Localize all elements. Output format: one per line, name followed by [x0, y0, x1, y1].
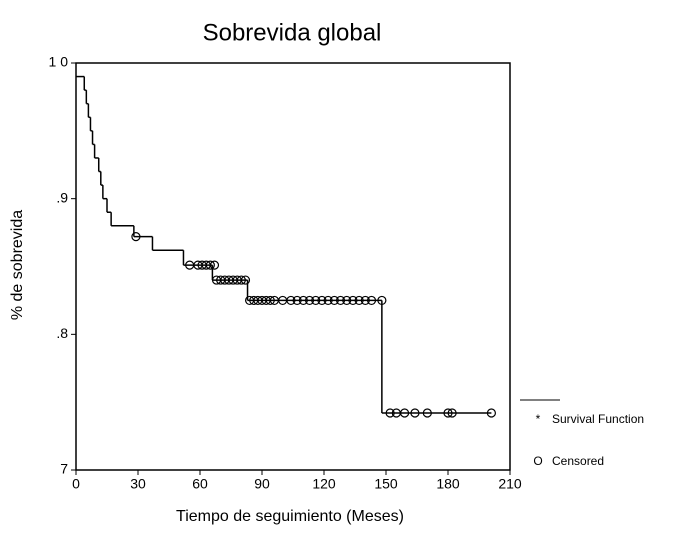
- censored-marker: [335, 295, 346, 306]
- legend-label: Censored: [552, 454, 604, 468]
- censored-marker: [377, 295, 387, 306]
- censored-marker: [209, 260, 220, 270]
- censored-marker: [447, 408, 457, 418]
- censored-marker: [385, 408, 395, 418]
- x-tick-label: 210: [498, 476, 522, 492]
- censored-marker: [292, 295, 302, 306]
- x-tick-label: 0: [72, 476, 80, 492]
- censored-marker: [317, 295, 327, 306]
- censored-marker: [323, 295, 333, 306]
- x-tick-label: 60: [192, 476, 208, 492]
- censored-marker: [410, 408, 420, 418]
- censored-marker: [311, 295, 321, 306]
- censored-marker: [354, 295, 364, 306]
- censored-marker: [298, 295, 308, 306]
- censored-marker: [304, 295, 315, 306]
- censored-marker: [366, 295, 377, 306]
- censored-marker: [422, 408, 432, 418]
- censored-marker: [400, 408, 410, 418]
- censored-marker: [131, 232, 141, 242]
- x-tick-label: 180: [436, 476, 460, 492]
- y-tick-label: .9: [56, 189, 68, 205]
- censored-marker: [240, 275, 251, 285]
- chart-title: Sobrevida global: [203, 19, 382, 46]
- censored-marker: [342, 295, 352, 306]
- censored-marker: [348, 295, 358, 306]
- y-tick-label: .8: [56, 325, 68, 341]
- x-tick-label: 30: [130, 476, 146, 492]
- censored-marker: [236, 275, 246, 285]
- legend-label: Survival Function: [552, 412, 644, 426]
- censored-marker: [329, 295, 339, 306]
- y-tick-label: 7: [60, 461, 68, 477]
- plot-frame: [75, 62, 511, 471]
- censored-marker: [360, 295, 370, 306]
- censored-marker: [443, 408, 453, 418]
- y-tick-label: 1 0: [49, 54, 69, 70]
- censored-marker: [265, 295, 275, 306]
- y-axis-label: % de sobrevida: [9, 210, 26, 320]
- x-axis-label: Tiempo de seguimiento (Meses): [176, 508, 404, 525]
- censored-marker: [205, 260, 215, 270]
- censored-marker: [486, 408, 496, 418]
- x-tick-label: 120: [312, 476, 336, 492]
- x-tick-label: 150: [374, 476, 398, 492]
- x-tick-label: 90: [254, 476, 270, 492]
- legend-marker: *: [536, 412, 541, 426]
- legend-marker: O: [533, 454, 542, 468]
- censored-marker: [286, 295, 296, 306]
